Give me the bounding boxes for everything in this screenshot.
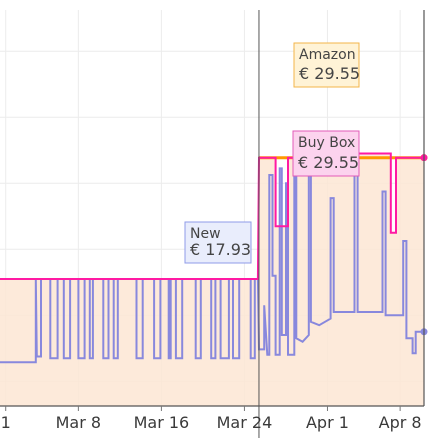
tooltip-value-new: € 17.93 [190, 240, 251, 259]
tooltip-box-amazon [293, 42, 360, 88]
tooltip-box-new [184, 221, 252, 264]
tooltip-box-buy-box [292, 130, 360, 177]
x-tick-label-0: 1 [1, 413, 11, 432]
x-axis-ticks: 1 Mar 8 Mar 16 Mar 24 Apr 1 Apr 8 [1, 406, 422, 432]
tooltip-title-amazon: Amazon [299, 47, 356, 63]
plot-frame [0, 10, 425, 407]
x-tick-label-3: Mar 24 [217, 413, 273, 432]
tooltip-value-amazon: € 29.55 [299, 64, 360, 83]
x-tick-label-5: Apr 8 [379, 413, 422, 432]
tooltip-amazon: Amazon€ 29.55 [293, 42, 360, 88]
tooltip-title-new: New [190, 226, 221, 242]
x-tick-label-4: Apr 1 [306, 413, 349, 432]
x-tick-label-1: Mar 8 [56, 413, 101, 432]
tooltip-buy-box: Buy Box € 29.55 [292, 130, 360, 177]
x-tick-label-2: Mar 16 [134, 413, 190, 432]
tooltip-new: New€ 17.93 [184, 221, 252, 264]
tooltip-value-buy-box: € 29.55 [298, 153, 359, 172]
tooltip-title-buy-box: Buy Box [298, 135, 355, 151]
